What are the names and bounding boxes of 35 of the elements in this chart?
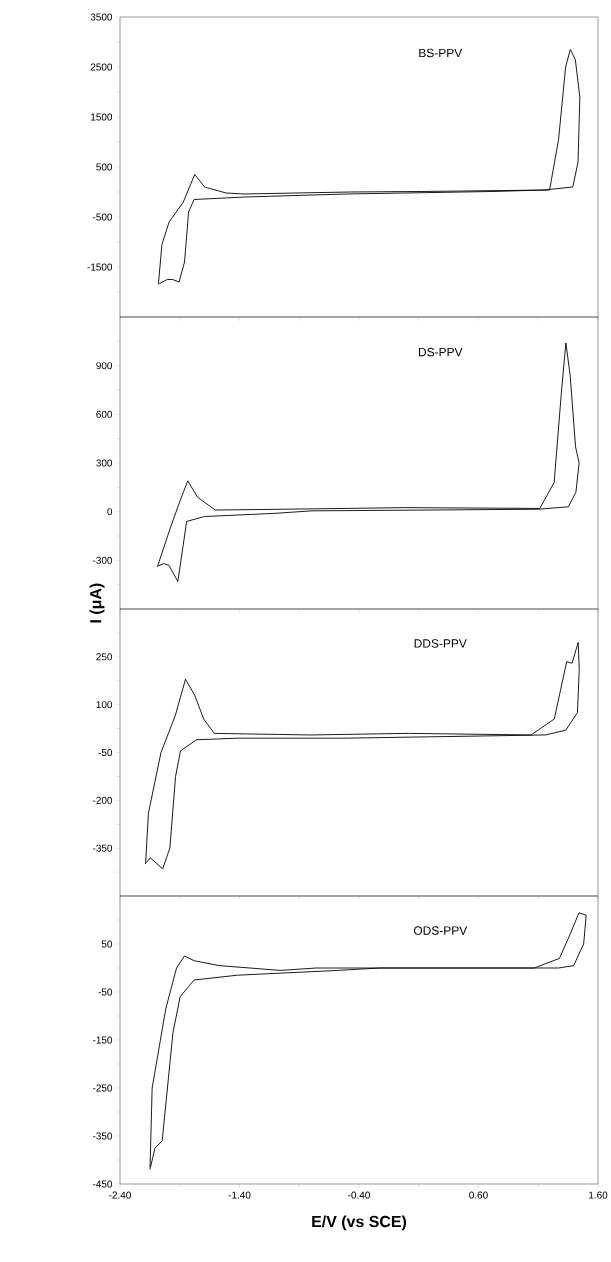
y-tick-label: 100 (96, 701, 113, 709)
text: ODS-PPV (413, 926, 468, 935)
y-tick-label: -50 (98, 988, 113, 996)
text: DS-PPV (418, 347, 463, 357)
y-tick-label: -150 (92, 1036, 113, 1044)
y-tick-label: -250 (92, 1084, 113, 1092)
y-tick-label: -1500 (87, 263, 113, 271)
y-tick-label: -500 (92, 213, 113, 221)
y-tick-label: -50 (98, 748, 113, 757)
text: DDS-PPV (414, 639, 467, 648)
y-tick-label: 0 (107, 508, 113, 516)
y-tick-label: -300 (92, 556, 113, 564)
y-tick-label: 1500 (91, 113, 113, 121)
y-tick-label: -350 (92, 1132, 113, 1140)
y-tick-label: 250 (96, 653, 113, 661)
line-series (157, 49, 581, 285)
y-tick-label: -200 (92, 796, 113, 804)
x-tick-label: -2.40 (109, 1191, 131, 1199)
x-tick-label: -1.40 (228, 1191, 251, 1199)
y-tick-label: 3500 (90, 13, 113, 21)
y-tick-label: 2500 (90, 63, 113, 71)
y-tick-label: 600 (96, 410, 113, 418)
y-axis-title: I (μA) (89, 583, 105, 623)
line-series (156, 342, 580, 582)
y-tick-label: -450 (92, 1180, 113, 1188)
y-tick-label: 300 (96, 459, 113, 467)
x-tick-label: 1.60 (589, 1191, 608, 1199)
x-axis-title: E/V (vs SCE) (312, 1215, 407, 1231)
y-tick-label: -350 (92, 844, 113, 852)
x-tick-label: 0.60 (469, 1191, 488, 1199)
y-tick-label: 50 (101, 940, 113, 948)
y-tick-label: 900 (96, 362, 113, 370)
y-tick-label: 500 (96, 163, 113, 171)
x-tick-label: -0.40 (348, 1191, 370, 1199)
text: BS-PPV (419, 48, 463, 58)
